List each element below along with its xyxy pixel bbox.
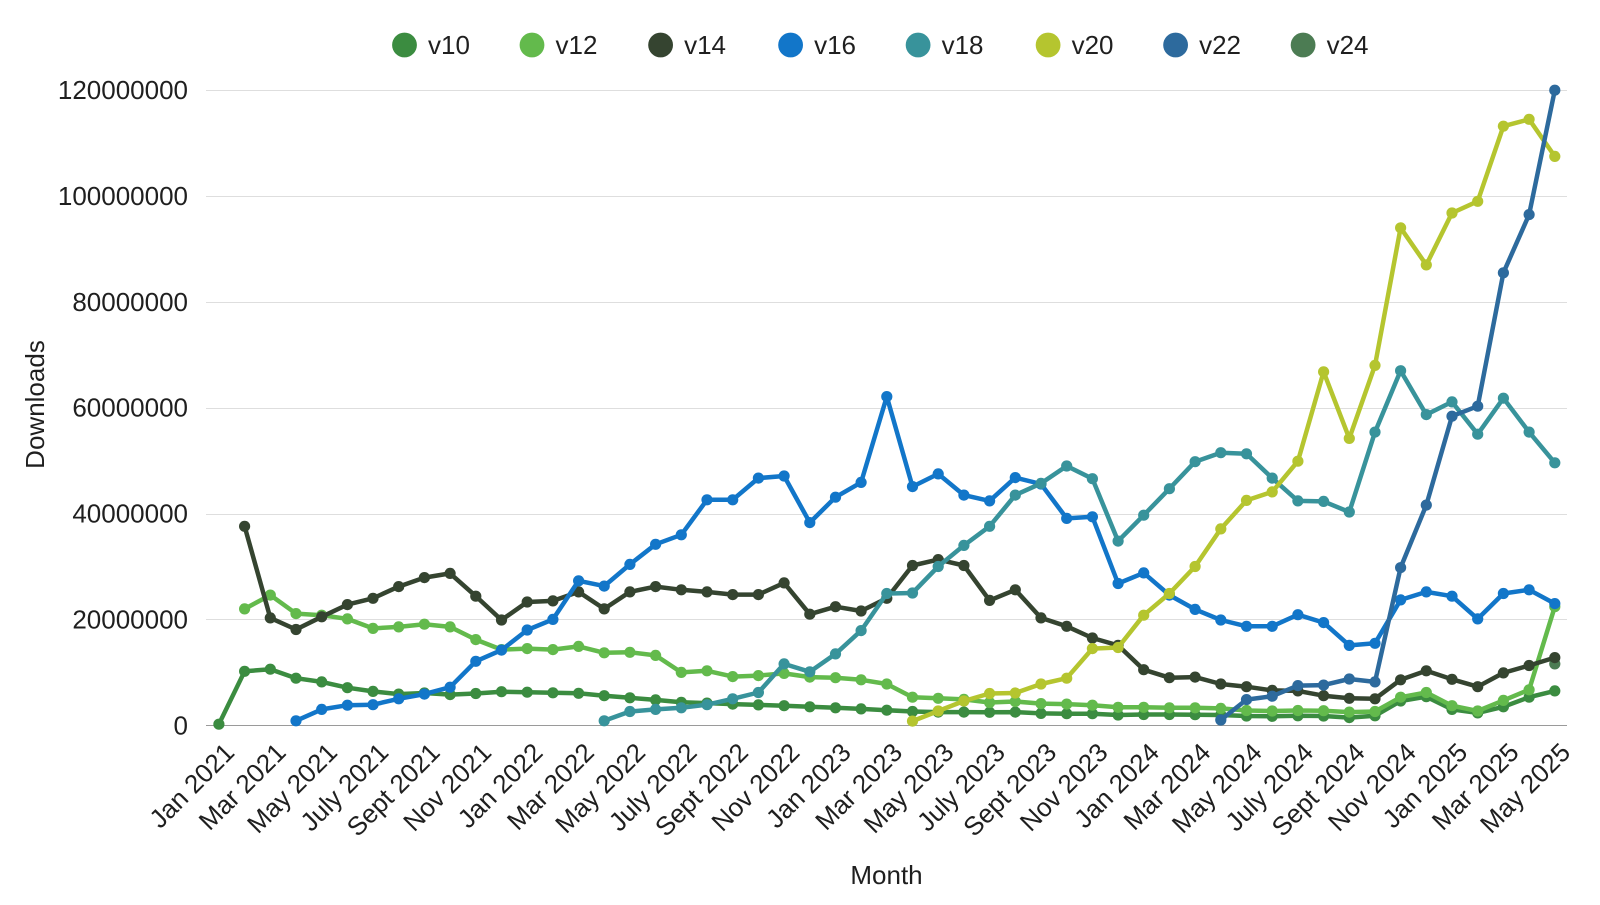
- svg-text:100000000: 100000000: [58, 181, 188, 211]
- svg-text:v10: v10: [428, 30, 470, 60]
- svg-text:v20: v20: [1072, 30, 1114, 60]
- svg-text:v22: v22: [1199, 30, 1241, 60]
- svg-text:Downloads: Downloads: [20, 340, 50, 469]
- svg-text:80000000: 80000000: [72, 287, 188, 317]
- svg-text:60000000: 60000000: [72, 393, 188, 423]
- svg-text:120000000: 120000000: [58, 75, 188, 105]
- svg-text:v24: v24: [1327, 30, 1369, 60]
- svg-text:0: 0: [174, 710, 188, 740]
- svg-text:v18: v18: [942, 30, 984, 60]
- svg-text:v16: v16: [814, 30, 856, 60]
- svg-text:v12: v12: [556, 30, 598, 60]
- svg-text:Month: Month: [850, 860, 922, 890]
- svg-text:40000000: 40000000: [72, 499, 188, 529]
- svg-text:v14: v14: [684, 30, 726, 60]
- svg-text:20000000: 20000000: [72, 604, 188, 634]
